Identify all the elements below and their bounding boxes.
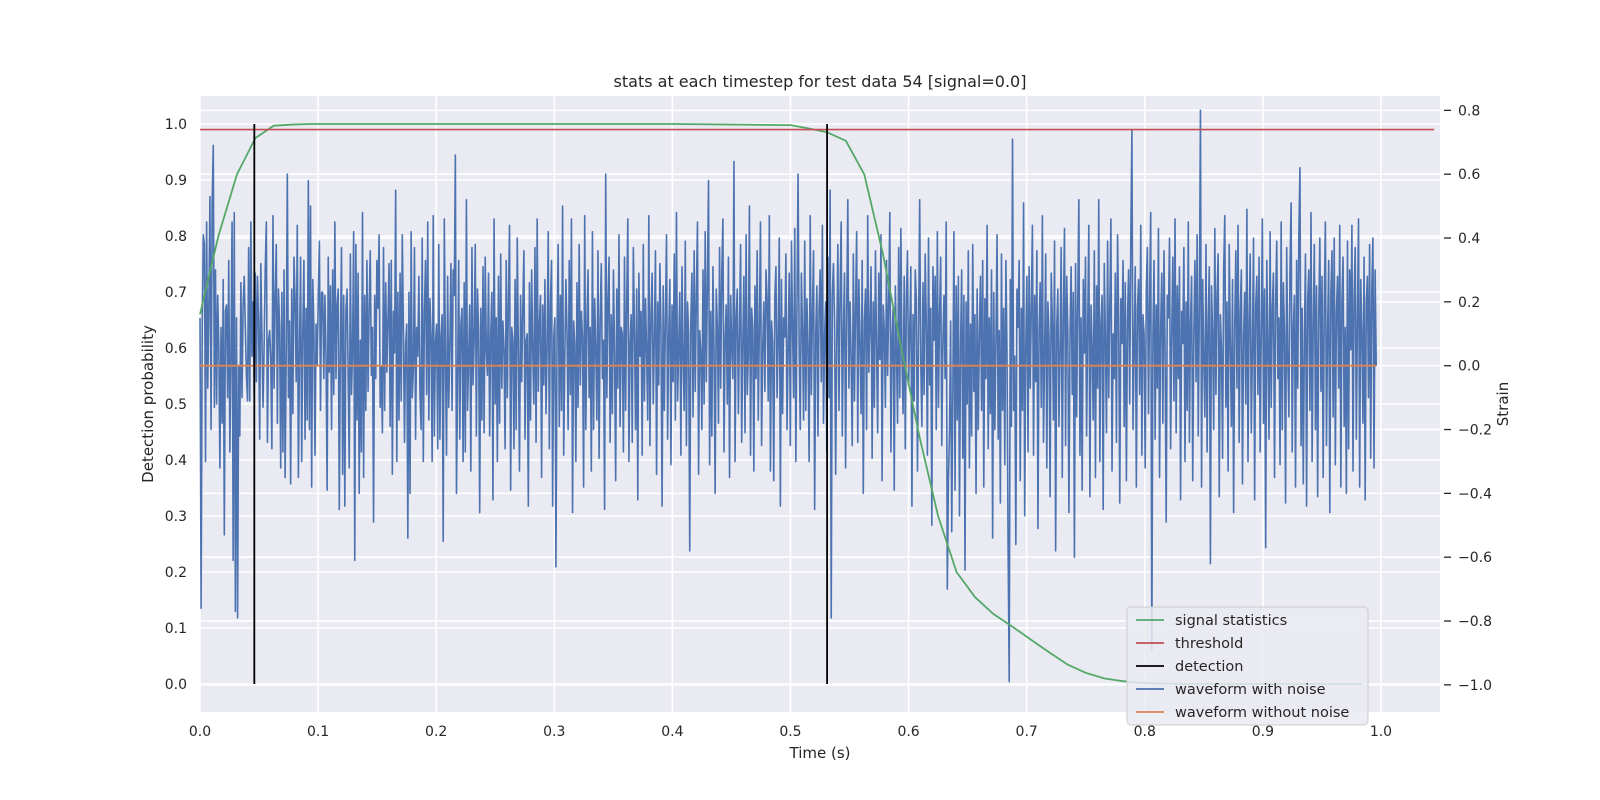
- legend-label: detection: [1175, 659, 1243, 675]
- legend-label: waveform with noise: [1175, 682, 1326, 698]
- y-tick-label-left: 0.2: [165, 565, 187, 581]
- legend-label: threshold: [1175, 636, 1243, 652]
- y-tick-label-left: 0.1: [165, 621, 187, 637]
- x-tick-label: 0.6: [897, 724, 919, 740]
- y-tick-label-right: 0.4: [1458, 231, 1480, 247]
- y-tick-label-right: −0.6: [1458, 550, 1492, 566]
- x-tick-label: 0.7: [1016, 724, 1038, 740]
- y-tick-label-right: 0.0: [1458, 359, 1480, 375]
- y-tick-label-right: 0.8: [1458, 103, 1480, 119]
- legend-box: [1126, 606, 1369, 726]
- y-tick-label-left: 0.8: [165, 229, 187, 245]
- x-tick-label: 0.3: [543, 724, 565, 740]
- y-tick-label-left: 0.6: [165, 341, 187, 357]
- y-tick-label-right: 0.2: [1458, 295, 1480, 311]
- x-tick-label: 0.0: [189, 724, 211, 740]
- y-tick-label-right: −0.8: [1458, 614, 1492, 630]
- y-tick-label-left: 0.9: [165, 173, 187, 189]
- y-tick-label-right: −0.4: [1458, 486, 1492, 502]
- y-tick-label-left: 0.4: [165, 453, 187, 469]
- y-tick-label-left: 1.0: [165, 117, 187, 133]
- x-tick-label: 0.9: [1252, 724, 1274, 740]
- legend-label: waveform without noise: [1175, 705, 1349, 721]
- y-tick-label-right: −1.0: [1458, 678, 1492, 694]
- x-tick-label: 0.4: [661, 724, 683, 740]
- x-tick-label: 1.0: [1370, 724, 1392, 740]
- y-tick-label-right: −0.2: [1458, 423, 1492, 439]
- x-tick-label: 0.1: [307, 724, 329, 740]
- x-tick-label: 0.8: [1134, 724, 1156, 740]
- legend-label: signal statistics: [1175, 613, 1287, 629]
- legend: signal statistics threshold detection wavef…: [1126, 606, 1369, 726]
- y-tick-label-left: 0.7: [165, 285, 187, 301]
- chart-title: stats at each timestep for test data 54 …: [614, 72, 1027, 91]
- y-axis-label-left: Detection probability: [139, 325, 157, 483]
- series-waveform-with-noise: [199, 109, 1378, 683]
- y-tick-label-right: 0.6: [1458, 167, 1480, 183]
- x-tick-label: 0.2: [425, 724, 447, 740]
- x-axis-label: Time (s): [789, 744, 851, 762]
- ticks-layer: 0.0 0.1 0.2 0.3 0.4 0.5 0.6 0.7 0.8 0.9 1.0 0.0 0.1 0…: [165, 103, 1492, 740]
- y-tick-label-left: 0.3: [165, 509, 187, 525]
- y-tick-label-left: 0.0: [165, 677, 187, 693]
- y-tick-label-left: 0.5: [165, 397, 187, 413]
- x-tick-label: 0.5: [779, 724, 801, 740]
- y-axis-label-right: Strain: [1494, 382, 1512, 426]
